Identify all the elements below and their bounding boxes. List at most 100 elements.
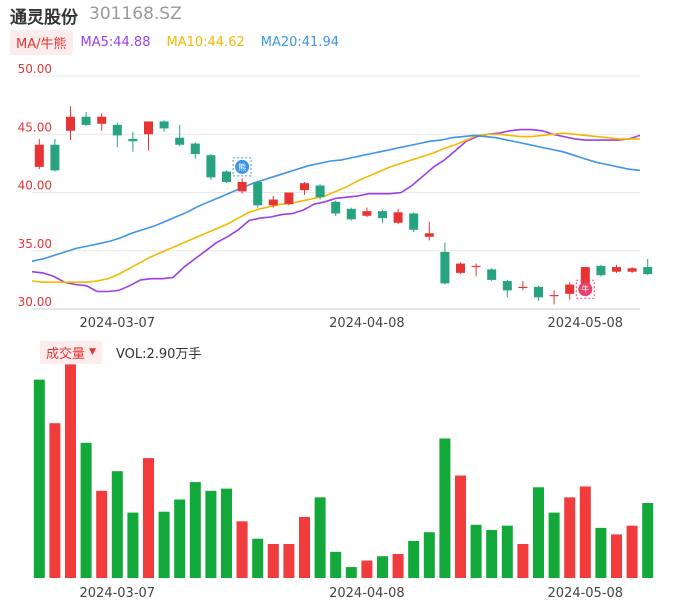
candlestick	[409, 212, 419, 233]
candlestick	[268, 195, 278, 208]
volume-bar	[221, 488, 232, 578]
candle-body	[112, 124, 122, 136]
volume-bars	[33, 364, 654, 578]
candlestick	[222, 170, 231, 184]
candlestick	[518, 281, 528, 291]
date-tick-label: 2024-05-08	[548, 586, 624, 601]
candle-body	[190, 143, 200, 155]
candle-body	[409, 213, 419, 230]
candlestick	[253, 180, 263, 208]
markers: 熊牛	[232, 157, 595, 299]
candlesticks	[34, 106, 653, 305]
candlestick	[487, 268, 497, 282]
candlestick	[112, 122, 122, 148]
volume-bar	[423, 532, 435, 578]
volume-bar	[174, 499, 186, 578]
date-tick-label: 2024-05-08	[548, 316, 624, 331]
price-x-axis: 2024-03-07 2024-04-08 2024-05-08	[80, 316, 624, 331]
volume-bar	[49, 423, 61, 578]
candle-body	[237, 182, 247, 192]
marker-glyph: 熊	[238, 162, 246, 172]
candlestick	[565, 282, 575, 300]
candle-body	[580, 267, 590, 286]
candlestick	[471, 263, 481, 277]
volume-indicator-tab[interactable]: 成交量 ▼	[40, 340, 102, 364]
price-tick-label: 45.00	[18, 120, 52, 134]
marker-frame	[575, 279, 595, 299]
volume-bar	[377, 556, 388, 578]
volume-bar	[283, 543, 295, 578]
candlestick	[612, 264, 621, 273]
volume-bar	[314, 497, 326, 578]
ma-legend: MA/牛熊 MA5:44.88 MA10:44.62 MA20:41.94	[10, 29, 355, 55]
bull-bear-marker-icon[interactable]: 牛	[575, 279, 595, 299]
candle-body	[612, 267, 621, 272]
candlestick	[315, 184, 325, 200]
caret-down-icon: ▼	[89, 347, 96, 357]
volume-bar	[408, 540, 420, 578]
ma-line-ma5	[31, 128, 641, 293]
candle-body	[627, 268, 637, 272]
ma-line-ma20	[31, 134, 641, 262]
volume-bar	[579, 486, 591, 578]
candle-body	[284, 192, 294, 205]
date-tick-label: 2024-04-08	[329, 316, 405, 331]
ma10-legend: MA10:44.62	[166, 34, 245, 50]
volume-bar	[548, 512, 560, 578]
candle-body	[206, 155, 216, 178]
volume-bar	[611, 534, 622, 578]
candle-body	[144, 121, 153, 135]
candlestick	[440, 242, 450, 285]
candlestick	[237, 178, 247, 194]
candle-body	[378, 211, 387, 219]
candle-body	[315, 185, 325, 198]
candlestick	[159, 120, 169, 132]
date-tick-label: 2024-04-08	[329, 586, 405, 601]
candlestick	[643, 258, 653, 276]
volume-bar	[143, 458, 154, 578]
candlestick	[362, 207, 372, 217]
marker-dot	[235, 159, 250, 174]
ma5-legend: MA5:44.88	[80, 34, 151, 50]
volume-bar	[158, 511, 170, 578]
moving-average-lines	[31, 128, 641, 293]
date-tick-label: 2024-03-07	[80, 316, 156, 331]
candlestick	[378, 209, 387, 223]
volume-bar	[33, 379, 45, 578]
candlestick	[50, 138, 60, 172]
candlestick	[596, 264, 606, 277]
candle-body	[362, 211, 372, 216]
candlestick	[66, 106, 75, 141]
candle-body	[66, 116, 75, 131]
price-y-axis: 50.00 45.00 40.00 35.00 30.00	[18, 62, 52, 309]
volume-bar	[236, 521, 248, 578]
ma-indicator-tab[interactable]: MA/牛熊	[10, 29, 73, 55]
candlestick	[206, 154, 216, 180]
candle-body	[549, 295, 559, 297]
volume-bar	[517, 543, 529, 578]
volume-bar	[345, 567, 357, 578]
candle-body	[393, 212, 403, 223]
bull-bear-marker-icon[interactable]: 熊	[232, 157, 252, 177]
candle-body	[128, 138, 138, 142]
volume-bar	[361, 560, 373, 578]
candle-body	[471, 265, 481, 268]
volume-bar	[267, 543, 279, 578]
marker-dot	[578, 282, 593, 297]
stock-name: 通灵股份	[10, 8, 78, 28]
volume-bar	[299, 516, 310, 578]
volume-bar	[252, 538, 264, 578]
volume-bar	[80, 442, 92, 578]
volume-bar	[439, 438, 451, 578]
candle-body	[175, 137, 185, 145]
volume-bar	[501, 525, 513, 578]
candlestick	[331, 200, 341, 216]
volume-bar	[189, 482, 201, 578]
price-tick-label: 30.00	[18, 295, 52, 309]
candle-body	[596, 265, 606, 276]
volume-bar	[470, 524, 482, 578]
candle-body	[97, 116, 107, 124]
candle-body	[331, 201, 341, 214]
candle-body	[534, 286, 543, 298]
